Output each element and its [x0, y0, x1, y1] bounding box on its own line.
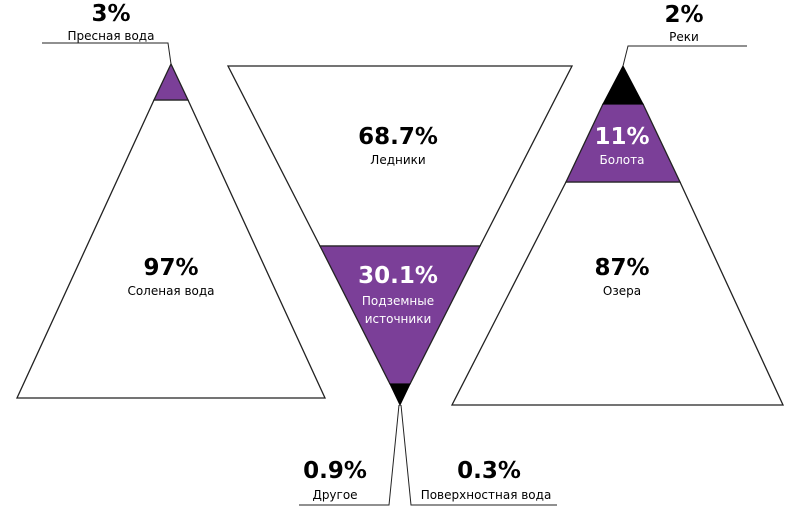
- groundwater-percent: 30.1%: [358, 263, 438, 289]
- groundwater-label-line-2: источники: [365, 312, 432, 326]
- lakes-percent: 87%: [594, 255, 649, 281]
- rivers-segment: [602, 64, 644, 105]
- other-leader-line: [299, 404, 400, 506]
- rivers-leader-line: [622, 45, 747, 67]
- lakes-label: Озера: [603, 284, 641, 298]
- right-triangle: 2% Реки 11% Болота 87% Озера: [450, 2, 785, 406]
- left-triangle: 3% Пресная вода 97% Соленая вода: [15, 1, 327, 399]
- surface-water-percent: 0.3%: [457, 458, 521, 484]
- glaciers-label: Ледники: [370, 153, 425, 167]
- rivers-percent: 2%: [664, 2, 703, 28]
- middle-triangle: 68.7% Ледники 30.1% Подземные источники …: [226, 65, 574, 506]
- surface-water-label: Поверхностная вода: [421, 488, 552, 502]
- fresh-water-percent: 3%: [91, 1, 130, 27]
- groundwater-label-line-1: Подземные: [362, 294, 434, 308]
- swamps-percent: 11%: [594, 124, 649, 150]
- rivers-label: Реки: [669, 30, 699, 44]
- other-label: Другое: [312, 488, 357, 502]
- swamps-label: Болота: [600, 153, 645, 167]
- salt-water-label: Соленая вода: [127, 284, 214, 298]
- fresh-water-leader-line: [42, 42, 172, 65]
- other-percent: 0.9%: [303, 458, 367, 484]
- surface-leader-line: [400, 404, 557, 506]
- glaciers-percent: 68.7%: [358, 124, 438, 150]
- fresh-water-segment: [152, 62, 190, 101]
- salt-water-percent: 97%: [143, 255, 198, 281]
- other-water-segment: [389, 383, 411, 407]
- fresh-water-label: Пресная вода: [68, 29, 155, 43]
